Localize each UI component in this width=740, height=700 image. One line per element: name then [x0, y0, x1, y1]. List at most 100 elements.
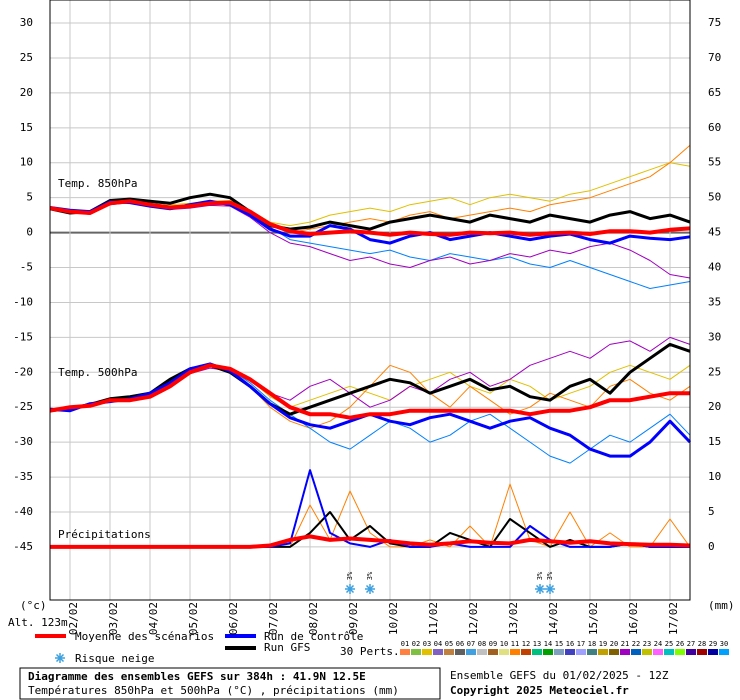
- snow-legend: Risque neige: [75, 652, 154, 665]
- annotation: Temp. 850hPa: [58, 177, 137, 190]
- annotation: Précipitations: [58, 528, 151, 541]
- pert-swatch: [554, 649, 564, 655]
- y2-tick-label: 45: [708, 226, 721, 239]
- pert-label: 13: [533, 640, 541, 648]
- pert-label: 10: [500, 640, 508, 648]
- series-line: [49, 363, 690, 420]
- y-tick-label: 5: [26, 191, 33, 204]
- snow-risk-label: 3%: [346, 571, 354, 580]
- pert-label: 30: [720, 640, 728, 648]
- pert-label: 03: [423, 640, 431, 648]
- pert-swatch: [686, 649, 696, 655]
- pert-swatch: [642, 649, 652, 655]
- snow-risk-label: 3%: [536, 571, 544, 580]
- pert-swatch: [477, 649, 487, 655]
- x-tick-label: 12/02: [467, 602, 480, 635]
- x-tick-label: 16/02: [627, 602, 640, 635]
- y-tick-label: 30: [20, 16, 33, 29]
- pert-label: 01: [401, 640, 409, 648]
- pert-swatch: [719, 649, 729, 655]
- perts-legend: 01 02 03 04 05 06 07 08 09 10 11 12 13 14 15 16 17 18 19 20…: [400, 640, 729, 655]
- series-line: [50, 534, 691, 549]
- x-tick-label: 15/02: [587, 602, 600, 635]
- pert-label: 05: [445, 640, 453, 648]
- y-tick-label: 15: [20, 121, 33, 134]
- pert-label: 11: [511, 640, 519, 648]
- pert-swatch: [576, 649, 586, 655]
- series-line: [49, 192, 691, 231]
- y2-tick-label: 15: [708, 435, 721, 448]
- footer-subtitle: Températures 850hPa et 500hPa (°C) , pré…: [28, 684, 399, 697]
- x-tick-label: 02/02: [67, 602, 80, 635]
- y2-tick-label: 35: [708, 295, 721, 308]
- pert-swatch: [598, 649, 608, 655]
- pert-label: 28: [698, 640, 706, 648]
- pert-swatch: [664, 649, 674, 655]
- pert-label: 16: [566, 640, 574, 648]
- pert-label: 19: [599, 640, 607, 648]
- y2-tick-label: 50: [708, 191, 721, 204]
- footer-copyright: Copyright 2025 Meteociel.fr: [450, 684, 629, 697]
- snow-risk: [345, 584, 355, 594]
- y2-tick-label: 40: [708, 261, 721, 274]
- snow-risk-label: 3%: [366, 571, 374, 580]
- snow-risk: [365, 584, 375, 594]
- pert-label: 15: [555, 640, 563, 648]
- y-unit: (°c): [20, 599, 47, 612]
- pert-label: 12: [522, 640, 530, 648]
- legend-label: Run de contrôle: [264, 630, 363, 643]
- y2-tick-label: 10: [708, 470, 721, 483]
- y-tick-label: 20: [20, 86, 33, 99]
- series: [49, 144, 692, 549]
- x-tick-label: 05/02: [187, 602, 200, 635]
- pert-label: 26: [676, 640, 684, 648]
- y2-tick-label: 65: [708, 86, 721, 99]
- footer-run: Ensemble GEFS du 01/02/2025 - 12Z: [450, 669, 669, 682]
- pert-label: 25: [665, 640, 673, 648]
- pert-label: 06: [456, 640, 464, 648]
- y2-tick-label: 60: [708, 121, 721, 134]
- y2-tick-label: 5: [708, 505, 715, 518]
- pert-swatch: [708, 649, 718, 655]
- pert-swatch: [587, 649, 597, 655]
- pert-label: 29: [709, 640, 717, 648]
- y-tick-label: -20: [13, 365, 33, 378]
- y2-tick-label: 0: [708, 540, 715, 553]
- pert-swatch: [653, 649, 663, 655]
- pert-swatch: [675, 649, 685, 655]
- pert-swatch: [521, 649, 531, 655]
- y-tick-label: -45: [13, 540, 33, 553]
- pert-swatch: [620, 649, 630, 655]
- y-tick-label: -15: [13, 330, 33, 343]
- footer-box: [19, 667, 441, 700]
- pert-swatch: [499, 649, 509, 655]
- y-tick-label: 25: [20, 51, 33, 64]
- y2-unit: (mm): [708, 599, 735, 612]
- pert-swatch: [455, 649, 465, 655]
- pert-label: 17: [577, 640, 585, 648]
- y2-tick-label: 25: [708, 365, 721, 378]
- pert-swatch: [411, 649, 421, 655]
- y-tick-label: 0: [26, 226, 33, 239]
- x-tick-label: 10/02: [387, 602, 400, 635]
- x-tick-label: 06/02: [227, 602, 240, 635]
- pert-swatch: [631, 649, 641, 655]
- y-tick-label: -40: [13, 505, 33, 518]
- y2-tick-label: 70: [708, 51, 721, 64]
- y2-tick-label: 30: [708, 330, 721, 343]
- snow-flake: [535, 584, 545, 594]
- y2-tick-label: 55: [708, 156, 721, 169]
- perts-title: 30 Perts.: [340, 645, 400, 658]
- x-tick-label: 03/02: [107, 602, 120, 635]
- y2-tick-label: 75: [708, 16, 721, 29]
- annotation: Temp. 500hPa: [58, 366, 137, 379]
- y-tick-label: -35: [13, 470, 33, 483]
- footer-title: Diagramme des ensembles GEFS sur 384h : …: [28, 670, 366, 683]
- y-tick-label: 10: [20, 156, 33, 169]
- pert-swatch: [433, 649, 443, 655]
- pert-label: 22: [632, 640, 640, 648]
- pert-swatch: [543, 649, 553, 655]
- y-tick-label: -5: [20, 261, 33, 274]
- pert-label: 18: [588, 640, 596, 648]
